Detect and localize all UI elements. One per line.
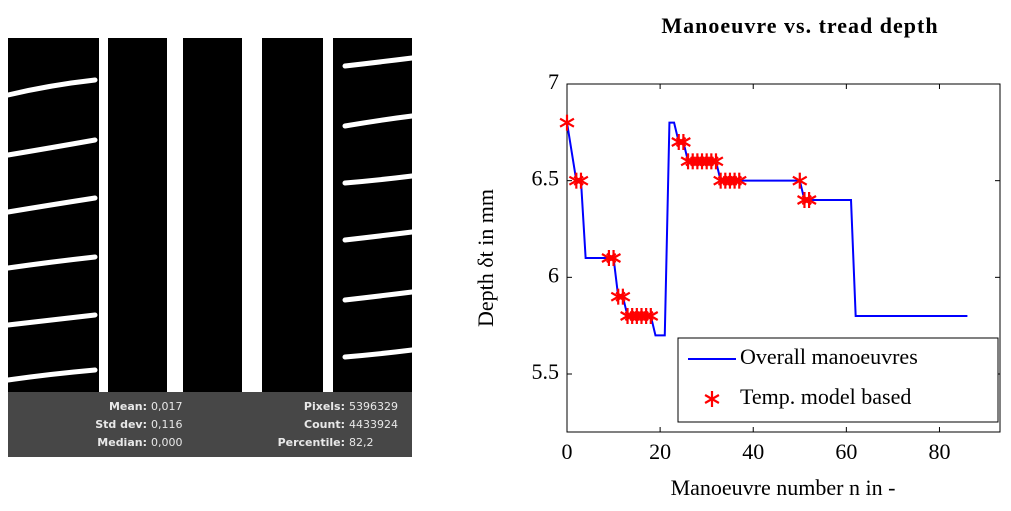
marker xyxy=(573,172,589,189)
stat-label: Std dev: xyxy=(95,418,147,431)
marker xyxy=(615,288,631,305)
plot-frame xyxy=(566,83,1001,433)
x-tick-label: 60 xyxy=(835,439,857,464)
marker xyxy=(559,114,575,131)
stat-value: 0,116 xyxy=(151,418,183,431)
legend-box xyxy=(677,337,999,423)
x-tick-label: 0 xyxy=(562,439,573,464)
marker xyxy=(675,134,691,150)
y-tick-label: 6 xyxy=(548,262,559,287)
marker xyxy=(731,172,747,189)
y-tick-label: 5.5 xyxy=(532,359,560,384)
x-axis-label: Manoeuvre number n in - xyxy=(671,475,896,500)
stat-value: 0,000 xyxy=(151,436,183,449)
marker-stroke xyxy=(615,291,631,302)
y-tick-label: 7 xyxy=(548,69,559,94)
marker xyxy=(643,308,659,324)
series-line xyxy=(566,121,968,337)
marker xyxy=(801,192,817,208)
marker xyxy=(708,153,724,170)
marker-stroke xyxy=(559,117,575,128)
stat-label: Median: xyxy=(97,436,147,449)
stat-value: 4433924 xyxy=(349,418,398,431)
stat-value: 0,017 xyxy=(151,400,183,413)
stat-value: 5396329 xyxy=(349,400,398,413)
stat-label: Percentile: xyxy=(278,436,345,449)
y-axis-label: Depth δt in mm xyxy=(473,189,498,327)
marker-stroke xyxy=(643,311,659,321)
stat-label: Count: xyxy=(304,418,345,431)
marker-stroke xyxy=(792,175,808,186)
legend-label: Temp. model based xyxy=(740,384,911,409)
x-tick-label: 40 xyxy=(742,439,764,464)
chart-title: Manoeuvre vs. tread depth xyxy=(661,13,938,38)
marker-stroke xyxy=(573,175,589,186)
marker-stroke xyxy=(675,137,691,147)
stat-label: Mean: xyxy=(109,400,147,413)
y-tick-label: 6.5 xyxy=(532,166,560,191)
marker-stroke xyxy=(708,156,724,167)
stat-value: 82,2 xyxy=(349,436,374,449)
marker-stroke xyxy=(731,175,747,186)
marker xyxy=(606,250,622,266)
x-tick-label: 80 xyxy=(928,439,950,464)
stat-label: Pixels: xyxy=(304,400,345,413)
marker xyxy=(792,172,808,189)
stats-bar xyxy=(8,392,412,457)
marker-stroke xyxy=(801,195,817,205)
x-tick-label: 20 xyxy=(649,439,671,464)
legend-label: Overall manoeuvres xyxy=(740,344,918,369)
marker xyxy=(704,391,720,407)
marker-stroke xyxy=(606,253,622,263)
tread-image xyxy=(5,38,415,392)
marker-stroke xyxy=(704,394,720,404)
